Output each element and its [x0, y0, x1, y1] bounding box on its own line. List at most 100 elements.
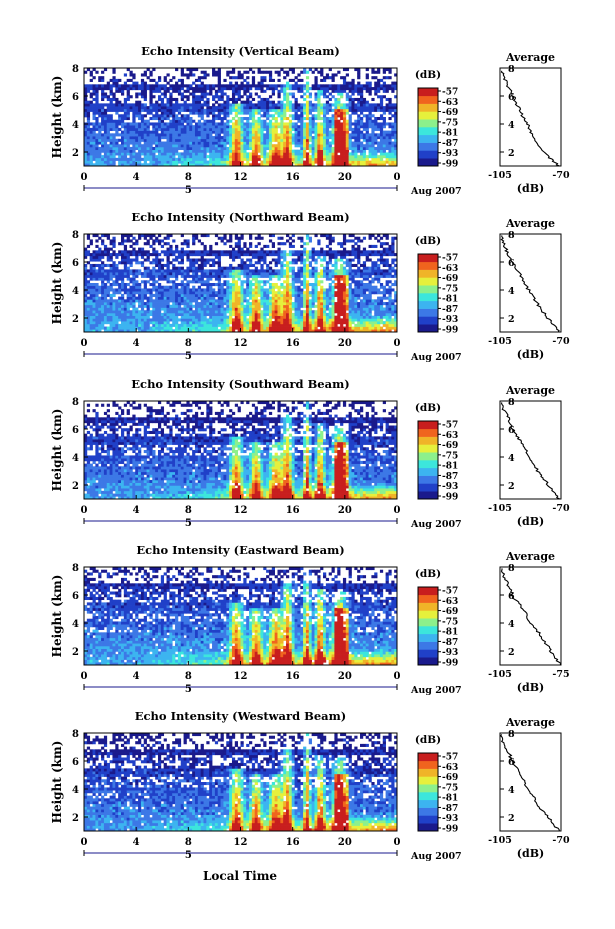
heatmap-cells	[84, 234, 398, 333]
colorbar-tick-label: -57	[442, 753, 458, 763]
colorbar-tick-label: -75	[442, 617, 458, 627]
average-frame	[499, 67, 562, 167]
colorbar-band	[418, 823, 438, 832]
colorbar-band	[418, 633, 438, 642]
colorbar-unit: (dB)	[415, 235, 441, 247]
colorbar-band	[418, 444, 438, 453]
heatmap-cells	[84, 401, 398, 500]
colorbar-band	[418, 792, 438, 801]
y-tick-label: 2	[72, 314, 79, 325]
x-tick-label: 0	[394, 837, 401, 848]
colorbar-band	[418, 594, 438, 603]
average-y-tick-label: 6	[508, 591, 515, 602]
x-tick-label: 0	[394, 505, 401, 516]
y-tick-label: 4	[72, 286, 79, 297]
colorbar-tick-label: -69	[442, 108, 458, 118]
x-tick-label: 20	[338, 505, 352, 516]
day-label: 5	[185, 850, 192, 861]
y-tick-label: 2	[72, 647, 79, 658]
colorbar-band	[418, 784, 438, 793]
x-tick-label: 20	[338, 338, 352, 349]
colorbar-band	[418, 428, 438, 437]
colorbar-band	[418, 150, 438, 159]
x-tick-label: 0	[394, 172, 401, 183]
colorbar: -57-63-69-75-81-87-93-99	[417, 420, 458, 503]
average-profile-panel: Average 2 4 6 8 -105 -75 (dB)	[488, 550, 569, 694]
average-x-tick-label: -70	[552, 336, 570, 347]
colorbar-band	[418, 324, 438, 333]
average-x-label: (dB)	[517, 182, 544, 195]
x-tick-label: 8	[185, 172, 192, 183]
date-label: Aug 2007	[410, 352, 462, 363]
colorbar-band	[418, 610, 438, 619]
heatmap-panel-4: Echo Intensity (Eastward Beam) Height (km…	[50, 543, 570, 696]
average-y-tick-label: 4	[508, 619, 515, 630]
x-tick-label: 4	[133, 505, 140, 516]
x-tick-label: 0	[394, 338, 401, 349]
y-tick-label: 4	[72, 120, 79, 131]
y-tick-label: 6	[72, 258, 79, 269]
colorbar-band	[418, 452, 438, 461]
average-y-tick-label: 6	[508, 92, 515, 103]
y-axis-label: Height (km)	[50, 409, 64, 492]
x-tick-label: 20	[338, 671, 352, 682]
y-axis-label: Height (km)	[50, 741, 64, 824]
colorbar-band	[418, 753, 438, 762]
x-tick-label: 0	[81, 671, 88, 682]
colorbar: -57-63-69-75-81-87-93-99	[417, 253, 458, 336]
colorbar-unit: (dB)	[415, 69, 441, 81]
x-tick-label: 12	[234, 671, 248, 682]
colorbar-frame	[417, 752, 439, 832]
colorbar-band	[418, 760, 438, 769]
heatmap-cells	[84, 68, 398, 167]
colorbar-tick-label: -81	[442, 462, 458, 472]
colorbar-tick-label: -63	[442, 597, 458, 607]
average-profile-line	[499, 734, 560, 832]
colorbar-band	[418, 142, 438, 151]
average-x-tick-label: -105	[488, 503, 512, 514]
colorbar-frame	[417, 420, 439, 500]
average-y-tick-label: 4	[508, 286, 515, 297]
colorbar-tick-label: -75	[442, 783, 458, 793]
colorbar-tick-label: -99	[442, 160, 458, 170]
colorbar-tick-label: -87	[442, 305, 458, 315]
date-label: Aug 2007	[410, 186, 462, 197]
colorbar-tick-label: -69	[442, 607, 458, 617]
average-y-tick-label: 8	[508, 397, 515, 408]
average-title: Average	[505, 51, 555, 64]
heatmap-panel-1: Echo Intensity (Vertical Beam) Height (km…	[50, 44, 570, 197]
colorbar-tick-label: -93	[442, 648, 458, 658]
x-tick-label: 12	[234, 338, 248, 349]
colorbar-band	[418, 491, 438, 500]
average-x-label: (dB)	[517, 681, 544, 694]
heatmap-cells	[84, 733, 398, 832]
average-x-tick-label: -70	[552, 170, 570, 181]
average-y-tick-label: 4	[508, 453, 515, 464]
colorbar-band	[418, 316, 438, 325]
y-axis-label: Height (km)	[50, 575, 64, 658]
y-tick-label: 8	[72, 563, 79, 574]
x-tick-label: 12	[234, 837, 248, 848]
colorbar-unit: (dB)	[415, 402, 441, 414]
x-tick-label: 20	[338, 837, 352, 848]
average-profile-line	[500, 235, 560, 333]
colorbar-tick-label: -81	[442, 794, 458, 804]
colorbar-band	[418, 269, 438, 278]
colorbar-band	[418, 88, 438, 97]
average-x-label: (dB)	[517, 515, 544, 528]
colorbar-tick-label: -87	[442, 638, 458, 648]
colorbar-frame	[417, 586, 439, 666]
panel-title: Echo Intensity (Southward Beam)	[131, 377, 349, 391]
colorbar-tick-label: -69	[442, 441, 458, 451]
average-x-tick-label: -105	[488, 170, 512, 181]
colorbar-tick-label: -99	[442, 825, 458, 835]
x-tick-label: 4	[133, 172, 140, 183]
x-tick-label: 16	[286, 837, 300, 848]
heatmap-panel-2: Echo Intensity (Northward Beam) Height (k…	[50, 210, 570, 363]
heatmap-panel-5: Echo Intensity (Westward Beam) Height (km…	[50, 709, 570, 862]
y-tick-label: 6	[72, 757, 79, 768]
colorbar-tick-label: -57	[442, 587, 458, 597]
average-y-tick-label: 8	[508, 729, 515, 740]
colorbar-band	[418, 103, 438, 112]
